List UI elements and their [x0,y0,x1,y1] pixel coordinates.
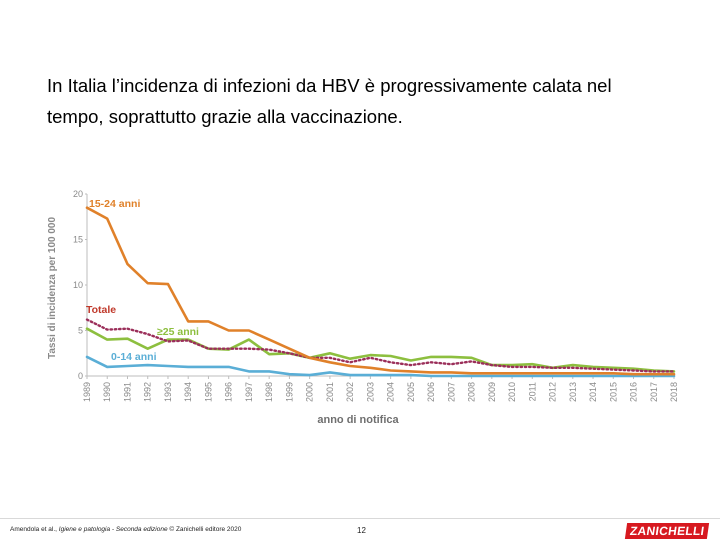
series-label: 0-14 anni [111,351,157,363]
x-tick-label: 2003 [365,382,375,402]
page-number: 12 [357,526,366,535]
x-tick-label: 2005 [406,382,416,402]
series-line-0-14-anni [85,355,676,378]
x-tick-label: 2013 [568,382,578,402]
y-tick-label: 0 [78,371,83,381]
footer-credit-prefix: Amendola et al., [10,526,59,533]
y-axis-title: Tassi di incidenza per 100 000 [47,217,58,360]
x-tick-label: 2007 [446,382,456,402]
x-tick-label: 2016 [629,382,639,402]
x-tick-label: 2010 [507,382,517,402]
series-label: Totale [86,304,116,316]
zanichelli-logo: ZANICHELLI [624,523,710,539]
series-line-25-anni [85,327,676,373]
hbv-incidence-line-chart: Tassi di incidenza per 100 000 anno di n… [47,189,679,426]
series-line-totale [85,318,676,373]
slide-text-line-2: tempo, soprattutto grazie alla vaccinazi… [47,106,403,127]
x-tick-label: 1995 [203,382,213,402]
x-tick-label: 1992 [143,382,153,402]
x-tick-label: 1989 [82,382,92,402]
footer-credit-suffix: © Zanichelli editore 2020 [167,526,242,533]
x-tick-label: 2014 [588,382,598,402]
x-tick-label: 2004 [386,382,396,402]
x-tick-label: 2008 [467,382,477,402]
y-tick-label: 5 [78,326,83,336]
x-tick-label: 2011 [527,382,537,401]
slide-body-text: In Italia l’incidenza di infezioni da HB… [47,70,677,132]
x-tick-label: 2017 [649,382,659,402]
series-label: 15-24 anni [89,198,140,210]
x-tick-label: 2012 [548,382,558,402]
x-tick-label: 2000 [305,382,315,402]
x-tick-label: 2015 [608,382,618,402]
footer: Amendola et al., Igiene e patologia - Se… [0,518,720,541]
y-tick-label: 15 [73,235,83,245]
x-tick-label: 2006 [426,382,436,402]
series-label: ≥25 anni [157,326,199,338]
x-tick-label: 1990 [102,382,112,402]
x-tick-label: 2009 [487,382,497,402]
y-tick-label: 10 [73,280,83,290]
x-tick-label: 2001 [325,382,335,402]
x-tick-label: 1999 [284,382,294,402]
x-axis-title: anno di notifica [317,414,399,426]
x-tick-label: 1994 [183,382,193,402]
x-tick-label: 2002 [345,382,355,402]
x-tick-label: 1996 [224,382,234,402]
x-tick-label: 1993 [163,382,173,402]
x-tick-label: 1997 [244,382,254,402]
y-tick-label: 20 [73,189,83,199]
x-tick-label: 1991 [122,382,132,402]
footer-credit-title: Igiene e patologia - Seconda edizione [58,526,168,533]
footer-credit: Amendola et al., Igiene e patologia - Se… [10,526,241,533]
series-line-15-24-anni [85,206,676,376]
slide-text-line-1: In Italia l’incidenza di infezioni da HB… [47,75,612,96]
x-tick-label: 1998 [264,382,274,402]
x-tick-label: 2018 [669,382,679,402]
